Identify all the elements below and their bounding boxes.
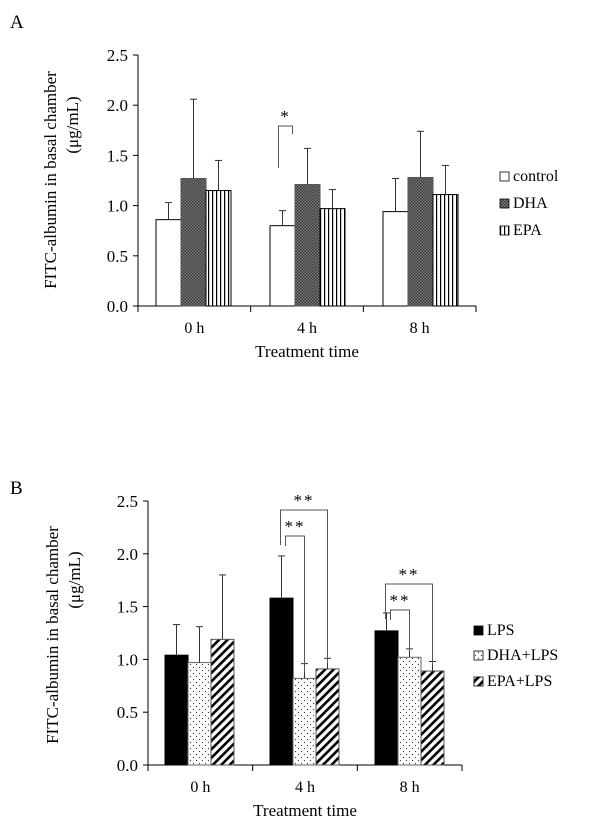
- bar-epa-lps: [210, 638, 235, 766]
- x-tick-label: 0 h: [190, 779, 210, 796]
- y-axis-title: FITC-albumin in basal chamber: [41, 71, 60, 289]
- x-axis-title: Treatment time: [253, 801, 357, 820]
- legend-label: EPA+LPS: [487, 673, 552, 690]
- bar-dha: [180, 177, 207, 307]
- legend-label: EPA: [513, 222, 542, 239]
- x-tick-label: 4 h: [295, 779, 315, 796]
- bar-lps: [164, 654, 189, 766]
- legend-swatch: [473, 625, 484, 636]
- significance-bracket: [278, 125, 293, 168]
- bar-dha: [407, 176, 434, 307]
- significance-marker: **: [390, 591, 411, 610]
- y-tick-label: 2.5: [117, 492, 138, 511]
- y-tick-label: 2.0: [107, 96, 128, 115]
- legend-swatch: [499, 225, 510, 236]
- significance-marker: **: [294, 491, 315, 510]
- y-axis-unit: (μg/mL): [65, 551, 84, 608]
- x-axis-title: Treatment time: [255, 342, 359, 361]
- significance-bracket: [385, 583, 433, 666]
- legend-label: DHA: [513, 195, 548, 212]
- significance-marker: **: [399, 565, 420, 584]
- bar-dha-lps: [292, 677, 317, 766]
- legend-label: LPS: [487, 622, 515, 639]
- panel-b: B 0.0 0.5 1.0 1.5 2.0 2.5 0 h 4 h 8 h Treatment ti…: [10, 478, 558, 820]
- bar-control: [269, 225, 296, 307]
- bar-epa: [205, 190, 232, 307]
- y-tick-label: 1.5: [117, 598, 138, 617]
- significance-marker: *: [280, 107, 291, 126]
- significance-bracket: [390, 609, 410, 652]
- x-tick-label: 8 h: [400, 779, 420, 796]
- bar-dha: [294, 184, 321, 307]
- bar-epa-lps: [315, 668, 340, 766]
- y-tick-label: 2.5: [107, 46, 128, 65]
- legend-swatch: [473, 650, 484, 661]
- y-tick-label: 0.5: [107, 247, 128, 266]
- bar-epa-lps: [420, 670, 445, 766]
- significance-marker: **: [285, 517, 306, 536]
- x-tick-label: 8 h: [410, 320, 430, 337]
- significance-bracket: [280, 509, 328, 663]
- bar-control: [382, 211, 409, 307]
- bar-lps: [269, 597, 294, 766]
- panel-label: B: [10, 478, 23, 499]
- panel-label: A: [10, 12, 24, 33]
- bar-epa: [319, 208, 346, 307]
- bar-lps: [374, 630, 399, 766]
- legend-swatch: [499, 171, 510, 182]
- y-tick-label: 1.0: [107, 197, 128, 216]
- bar-dha-lps: [187, 662, 212, 766]
- bar-dha-lps: [397, 656, 422, 766]
- legend-label: control: [513, 168, 559, 185]
- panel-a: A 0.0 0.5 1.0 1.5 2.0 2.5 0 h 4 h 8 h Treatment ti…: [10, 12, 559, 361]
- bar-control: [155, 219, 182, 307]
- legend-swatch: [499, 198, 510, 209]
- y-axis-title: FITC-albumin in basal chamber: [43, 526, 62, 744]
- y-tick-label: 0.0: [107, 297, 128, 316]
- significance-bracket: [285, 535, 305, 673]
- x-tick-label: 0 h: [184, 320, 204, 337]
- y-tick-label: 1.0: [117, 650, 138, 669]
- x-tick-label: 4 h: [297, 320, 317, 337]
- y-tick-label: 2.0: [117, 545, 138, 564]
- legend-label: DHA+LPS: [487, 647, 558, 664]
- y-axis-unit: (μg/mL): [63, 96, 82, 153]
- bar-epa: [432, 194, 459, 307]
- y-tick-label: 0.5: [117, 703, 138, 722]
- legend-swatch: [473, 676, 484, 687]
- y-tick-label: 0.0: [117, 756, 138, 775]
- y-tick-label: 1.5: [107, 146, 128, 165]
